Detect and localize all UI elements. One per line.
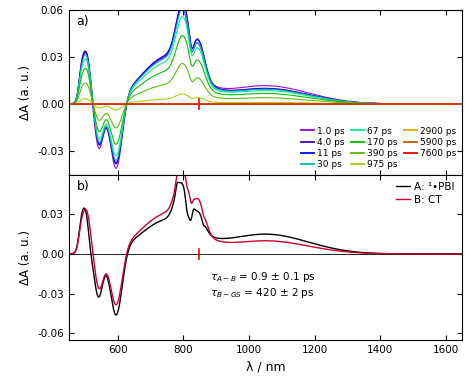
Y-axis label: ΔA (a. u.): ΔA (a. u.) xyxy=(18,230,32,285)
A: ¹•PBI: (1.65e+03, 3.55e-07): ¹•PBI: (1.65e+03, 3.55e-07) xyxy=(459,252,465,256)
A: ¹•PBI: (587, -0.042): ¹•PBI: (587, -0.042) xyxy=(111,307,117,312)
Line: A: ¹•PBI: A: ¹•PBI xyxy=(69,182,462,315)
Text: $\tau_{A-B}$ = 0.9 $\pm$ 0.1 ps
$\tau_{B-GS}$ = 420 $\pm$ 2 ps: $\tau_{A-B}$ = 0.9 $\pm$ 0.1 ps $\tau_{B… xyxy=(210,270,316,301)
B: CT: (1.65e+03, 2.37e-07): CT: (1.65e+03, 2.37e-07) xyxy=(459,252,465,256)
B: CT: (1.5e+03, 2.64e-05): CT: (1.5e+03, 2.64e-05) xyxy=(410,252,415,256)
B: CT: (797, 0.0651): CT: (797, 0.0651) xyxy=(180,166,185,170)
A: ¹•PBI: (911, 0.0118): ¹•PBI: (911, 0.0118) xyxy=(217,236,223,241)
Y-axis label: ΔA (a. u.): ΔA (a. u.) xyxy=(18,65,32,120)
B: CT: (450, 3.49e-05): CT: (450, 3.49e-05) xyxy=(66,252,72,256)
B: CT: (587, -0.0351): CT: (587, -0.0351) xyxy=(111,298,117,303)
Line: B: CT: B: CT xyxy=(69,168,462,305)
A: ¹•PBI: (783, 0.0543): ¹•PBI: (783, 0.0543) xyxy=(175,180,181,185)
B: CT: (1.63e+03, 5.24e-07): CT: (1.63e+03, 5.24e-07) xyxy=(452,252,457,256)
X-axis label: λ / nm: λ / nm xyxy=(246,360,285,373)
A: ¹•PBI: (594, -0.0462): ¹•PBI: (594, -0.0462) xyxy=(113,313,119,317)
Legend: A: ¹•PBI, B: CT: A: ¹•PBI, B: CT xyxy=(393,180,457,207)
B: CT: (594, -0.0384): CT: (594, -0.0384) xyxy=(113,303,119,307)
Text: b): b) xyxy=(77,180,89,193)
A: ¹•PBI: (1.63e+03, 7.86e-07): ¹•PBI: (1.63e+03, 7.86e-07) xyxy=(452,252,457,256)
A: ¹•PBI: (658, 0.0131): ¹•PBI: (658, 0.0131) xyxy=(134,234,140,239)
A: ¹•PBI: (450, 2.81e-05): ¹•PBI: (450, 2.81e-05) xyxy=(66,252,72,256)
A: ¹•PBI: (1.5e+03, 3.96e-05): ¹•PBI: (1.5e+03, 3.96e-05) xyxy=(410,252,415,256)
B: CT: (963, 0.00886): CT: (963, 0.00886) xyxy=(234,240,240,245)
A: ¹•PBI: (963, 0.0127): ¹•PBI: (963, 0.0127) xyxy=(234,235,240,240)
Legend: 1.0 ps, 4.0 ps, 11 ps, 30 ps, 67 ps, 170 ps, 390 ps, 975 ps, 2900 ps, 5900 ps, 7: 1.0 ps, 4.0 ps, 11 ps, 30 ps, 67 ps, 170… xyxy=(300,126,457,170)
B: CT: (658, 0.0156): CT: (658, 0.0156) xyxy=(134,231,140,236)
B: CT: (911, 0.00966): CT: (911, 0.00966) xyxy=(217,239,223,243)
Text: a): a) xyxy=(77,15,89,28)
